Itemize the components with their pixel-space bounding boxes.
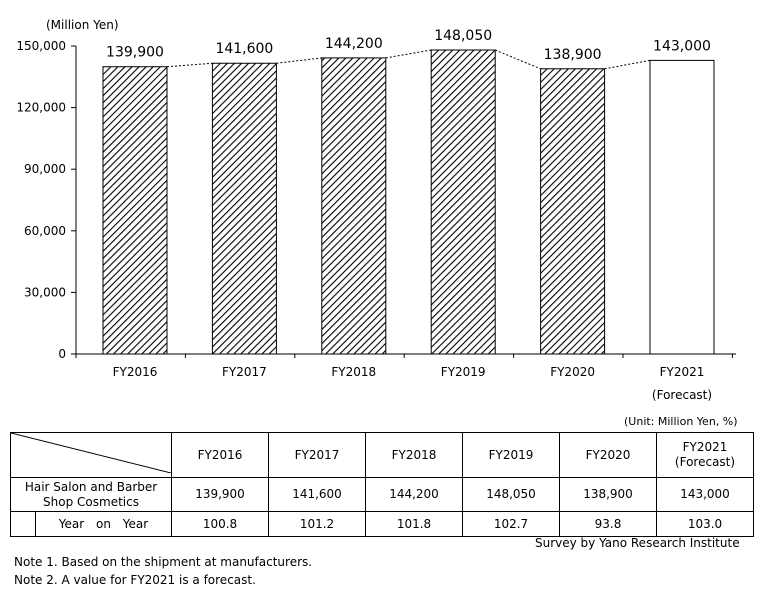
data-label: 143,000	[653, 38, 711, 54]
bar-fy2016	[102, 66, 168, 355]
bar-fy2021	[649, 59, 715, 355]
table-cell: 102.7	[462, 511, 560, 537]
x-tick-label: FY2016	[113, 365, 158, 379]
y-tick-label: 150,000	[16, 39, 66, 53]
table-row-label: Year on Year	[58, 516, 149, 531]
table-header-fy2017: FY2017	[268, 432, 366, 478]
data-label: 144,200	[325, 36, 383, 52]
connector-line	[166, 62, 213, 68]
table-row-yoy: Year on Year 100.8 101.2 101.8 102.7 93.…	[10, 511, 754, 537]
table-cell: 141,600	[268, 477, 366, 512]
table-row-yoy-label-cell: Year on Year	[10, 511, 172, 537]
connector-line	[276, 57, 322, 64]
table-cell: 93.8	[559, 511, 657, 537]
note-2: Note 2. A value for FY2021 is a forecast…	[14, 573, 256, 587]
table-header-fy2020: FY2020	[559, 432, 657, 478]
connector-line	[495, 49, 541, 70]
table-header-fy2016: FY2016	[171, 432, 269, 478]
y-tick-label: 120,000	[16, 101, 66, 115]
y-tick-label: 30,000	[24, 285, 66, 299]
corner-diagonal	[10, 432, 172, 474]
table-header-row: FY2016 FY2017 FY2018 FY2019 FY2020 FY202…	[10, 432, 754, 478]
x-tick-label: FY2019	[441, 365, 486, 379]
connector-line	[385, 49, 432, 59]
data-table: FY2016 FY2017 FY2018 FY2019 FY2020 FY202…	[10, 432, 754, 537]
data-label: 138,900	[544, 47, 602, 63]
table-header-fy2018: FY2018	[365, 432, 463, 478]
connector-line	[604, 59, 651, 70]
table-cell: 138,900	[559, 477, 657, 512]
table-cell: 139,900	[171, 477, 269, 512]
table-cell: 143,000	[656, 477, 754, 512]
x-tick-label: FY2018	[331, 365, 376, 379]
table-cell: 148,050	[462, 477, 560, 512]
table-row-label: Hair Salon and Barber Shop Cosmetics	[10, 477, 172, 512]
data-label: 141,600	[215, 41, 273, 57]
table-cell: 100.8	[171, 511, 269, 537]
y-tick-label: 90,000	[24, 162, 66, 176]
table-row-sales: Hair Salon and Barber Shop Cosmetics 139…	[10, 477, 754, 512]
table-header-fy2021: FY2021 (Forecast)	[656, 432, 754, 478]
table-header-fy2019: FY2019	[462, 432, 560, 478]
table-cell: 101.8	[365, 511, 463, 537]
bar-chart: (Million Yen) 0 30,000 60,000 90,000 120,000…	[16, 18, 736, 402]
bar-fy2019	[430, 49, 496, 355]
table-unit-label: (Unit: Million Yen, %)	[624, 415, 738, 428]
bar-fy2020	[540, 68, 606, 355]
x-tick-label: FY2020	[550, 365, 595, 379]
bar-fy2018	[321, 57, 387, 355]
y-tick-label: 0	[58, 347, 66, 361]
data-label: 148,050	[434, 28, 492, 44]
table-corner-cell	[10, 432, 172, 478]
x-tick-label: FY2021	[660, 365, 705, 379]
table-cell: 101.2	[268, 511, 366, 537]
x-tick-sublabel: (Forecast)	[652, 388, 712, 402]
note-1: Note 1. Based on the shipment at manufac…	[14, 555, 313, 569]
table-cell: 103.0	[656, 511, 754, 537]
table-header-fy2021-forecast: (Forecast)	[674, 455, 736, 469]
x-tick-label: FY2017	[222, 365, 267, 379]
y-tick-label: 60,000	[24, 224, 66, 238]
bar-fy2017	[211, 62, 277, 355]
y-axis-label: (Million Yen)	[46, 18, 119, 32]
table-cell: 144,200	[365, 477, 463, 512]
source-credit: Survey by Yano Research Institute	[535, 536, 740, 550]
table-header-fy2021-year: FY2021	[682, 440, 728, 454]
data-label: 139,900	[106, 45, 164, 61]
